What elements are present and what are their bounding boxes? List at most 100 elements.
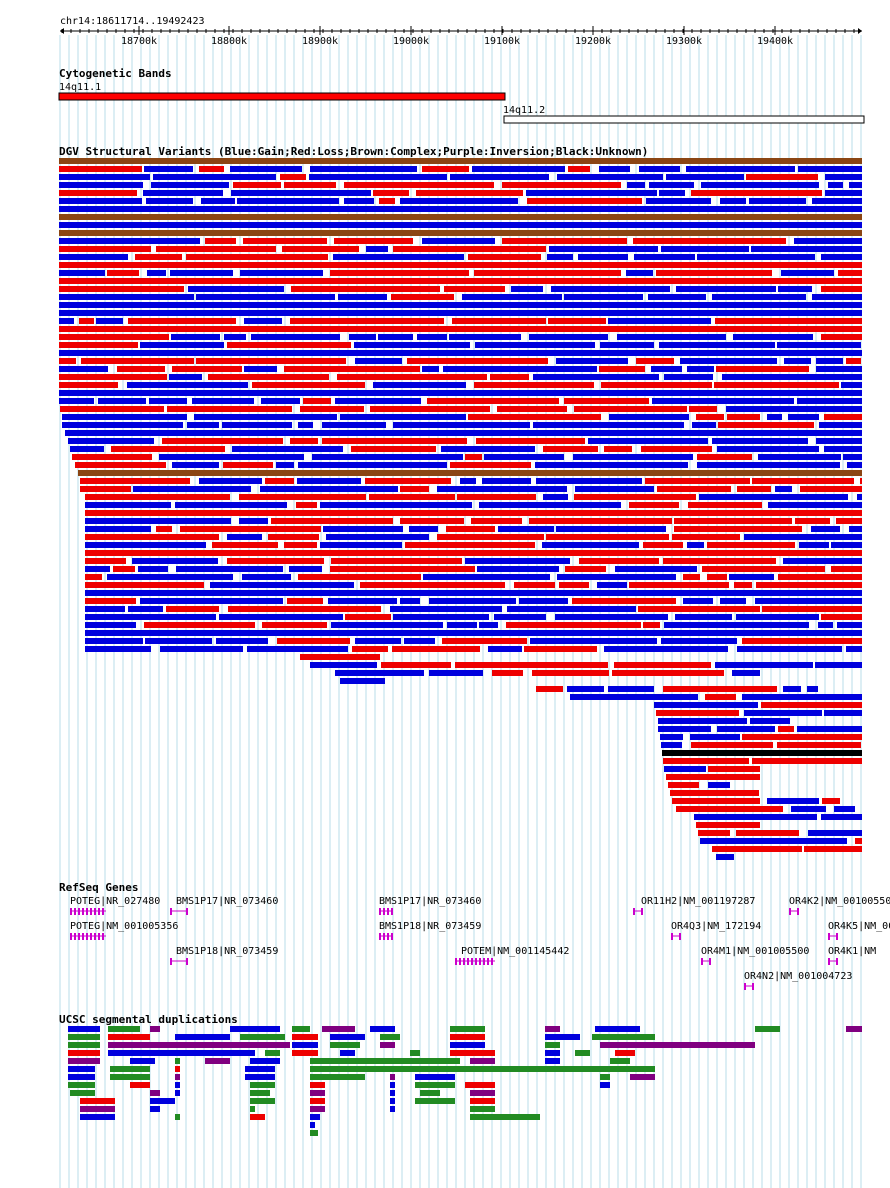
segdup-feature[interactable] <box>230 1026 280 1032</box>
dgv-variant[interactable] <box>849 182 862 188</box>
dgv-variant[interactable] <box>167 406 292 412</box>
dgv-variant[interactable] <box>228 606 381 612</box>
dgv-variant[interactable] <box>536 478 642 484</box>
segdup-feature[interactable] <box>600 1042 755 1048</box>
dgv-variant[interactable] <box>474 270 621 276</box>
segdup-feature[interactable] <box>68 1066 95 1072</box>
dgv-variant[interactable] <box>429 670 483 676</box>
gene-exon[interactable] <box>836 958 838 965</box>
dgv-variant[interactable] <box>736 830 799 836</box>
segdup-feature[interactable] <box>390 1090 395 1096</box>
dgv-variant[interactable] <box>557 174 663 180</box>
dgv-variant[interactable] <box>59 198 142 204</box>
segdup-feature[interactable] <box>575 1050 590 1056</box>
segdup-feature[interactable] <box>205 1058 230 1064</box>
dgv-variant[interactable] <box>692 422 716 428</box>
dgv-variant[interactable] <box>808 830 862 836</box>
dgv-variant[interactable] <box>746 174 818 180</box>
segdup-feature[interactable] <box>330 1042 360 1048</box>
dgv-variant[interactable] <box>707 542 795 548</box>
dgv-variant[interactable] <box>186 254 328 260</box>
dgv-variant[interactable] <box>542 542 639 548</box>
dgv-variant[interactable] <box>244 366 277 372</box>
segdup-feature[interactable] <box>175 1114 180 1120</box>
gene-label-or4k5[interactable]: OR4K5|NM_00 <box>828 921 890 932</box>
dgv-variant[interactable] <box>300 654 380 660</box>
dgv-variant[interactable] <box>331 622 443 628</box>
dgv-variant[interactable] <box>417 334 447 340</box>
dgv-variant[interactable] <box>777 342 861 348</box>
dgv-variant[interactable] <box>132 558 218 564</box>
dgv-variant[interactable] <box>726 406 862 412</box>
dgv-variant[interactable] <box>465 454 482 460</box>
dgv-variant[interactable] <box>265 478 294 484</box>
dgv-variant[interactable] <box>579 558 659 564</box>
dgv-variant[interactable] <box>452 318 546 324</box>
dgv-variant[interactable] <box>615 566 697 572</box>
dgv-variant[interactable] <box>260 486 398 492</box>
dgv-variant[interactable] <box>860 478 862 484</box>
dgv-variant[interactable] <box>778 726 794 732</box>
dgv-variant[interactable] <box>160 646 243 652</box>
dgv-variant[interactable] <box>268 534 319 540</box>
dgv-variant[interactable] <box>232 446 343 452</box>
dgv-variant[interactable] <box>59 190 137 196</box>
dgv-variant[interactable] <box>824 414 862 420</box>
dgv-variant[interactable] <box>379 198 395 204</box>
dgv-variant[interactable] <box>201 198 235 204</box>
dgv-variant[interactable] <box>166 606 219 612</box>
dgv-variant[interactable] <box>799 542 829 548</box>
dgv-variant[interactable] <box>716 366 809 372</box>
gene-exon[interactable] <box>487 958 489 965</box>
dgv-variant[interactable] <box>691 742 773 748</box>
segdup-feature[interactable] <box>380 1034 400 1040</box>
dgv-variant[interactable] <box>668 782 699 788</box>
dgv-variant[interactable] <box>659 190 685 196</box>
dgv-variant[interactable] <box>62 414 187 420</box>
dgv-variant[interactable] <box>360 582 505 588</box>
dgv-variant[interactable] <box>532 670 609 676</box>
dgv-variant[interactable] <box>651 366 682 372</box>
refseq-genes[interactable]: POTEG|NR_027480 BMS1P17|NR_073460 BMS1P1… <box>70 896 890 982</box>
dgv-variant[interactable] <box>144 166 193 172</box>
dgv-variant[interactable] <box>714 382 839 388</box>
gene-label-poteg-nm[interactable]: POTEG|NM_001005356 <box>70 921 178 932</box>
dgv-variant[interactable] <box>320 542 402 548</box>
dgv-variant[interactable] <box>243 238 327 244</box>
dgv-variant[interactable] <box>676 286 776 292</box>
dgv-variant[interactable] <box>546 534 669 540</box>
segdup-feature[interactable] <box>390 1082 395 1088</box>
dgv-variant[interactable] <box>648 294 706 300</box>
dgv-variant[interactable] <box>290 438 318 444</box>
gene-exon[interactable] <box>671 933 673 940</box>
dgv-variant[interactable] <box>572 598 676 604</box>
segdup-feature[interactable] <box>80 1098 115 1104</box>
segdup-feature[interactable] <box>250 1082 275 1088</box>
dgv-variant[interactable] <box>277 638 350 644</box>
dgv-track[interactable]: DGV Structural Variants (Blue:Gain;Red:L… <box>59 145 862 860</box>
dgv-variant[interactable] <box>85 630 862 636</box>
dgv-variant[interactable] <box>788 414 819 420</box>
dgv-variant[interactable] <box>761 702 862 708</box>
dgv-variant[interactable] <box>694 814 817 820</box>
dgv-variant[interactable] <box>169 374 202 380</box>
dgv-variant[interactable] <box>697 254 815 260</box>
dgv-variant[interactable] <box>834 806 855 812</box>
dgv-variant[interactable] <box>674 518 792 524</box>
dgv-variant[interactable] <box>824 710 862 716</box>
dgv-variant[interactable] <box>59 326 862 332</box>
dgv-variant[interactable] <box>210 582 354 588</box>
dgv-variant[interactable] <box>831 566 862 572</box>
segdup-feature[interactable] <box>68 1042 100 1048</box>
dgv-variant[interactable] <box>450 462 531 468</box>
dgv-variant[interactable] <box>502 238 627 244</box>
dgv-variant[interactable] <box>683 598 713 604</box>
dgv-variant[interactable] <box>807 686 818 692</box>
gene-exon[interactable] <box>383 933 385 940</box>
dgv-variant[interactable] <box>75 462 166 468</box>
gene-exon[interactable] <box>387 933 389 940</box>
dgv-variant[interactable] <box>252 382 365 388</box>
dgv-variant[interactable] <box>310 662 377 668</box>
dgv-variant[interactable] <box>815 662 862 668</box>
dgv-variant[interactable] <box>85 582 204 588</box>
